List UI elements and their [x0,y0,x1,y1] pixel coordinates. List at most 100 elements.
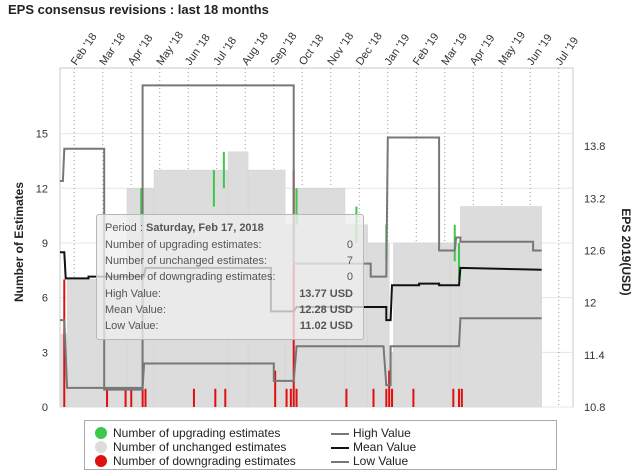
upgrading-bar [212,170,215,207]
downgrading-bar [295,388,298,407]
downgrading-bar [192,388,195,407]
legend-upgrading-label[interactable]: Number of upgrading estimates [113,426,281,440]
legend-high-swatch [331,433,349,435]
y-left-tick-label: 9 [42,238,48,250]
tooltip-row-mean: Mean Value: 12.28 USD [105,304,353,318]
x-tick-label: Jun '19 [525,32,555,68]
unchanged-bar [367,242,390,408]
downgrading-bar [285,388,288,407]
tooltip-value: 13.77 USD [299,288,353,300]
downgrading-bar [130,388,133,407]
tooltip-label: Number of unchanged estimates: [105,255,268,267]
y-left-tick-label: 0 [42,402,48,414]
y-right-tick-label: 13.2 [584,193,605,205]
tooltip-row-unchanged: Number of unchanged estimates: 7 [105,255,353,269]
legend-upgrading-swatch [95,427,107,439]
downgrading-bar [144,388,147,407]
tooltip-period: Period : Saturday, Feb 17, 2018 [105,222,264,234]
tooltip-value: 0 [346,239,353,251]
tooltip-row-downgrading: Number of downgrading estimates: 0 [105,271,353,285]
x-tick-label: Jan '19 [382,32,412,68]
y-right-tick-label: 12.6 [584,246,605,258]
tooltip-value: 0 [346,271,353,283]
upgrading-bar [140,188,143,225]
tooltip-value: 11.02 USD [299,320,353,332]
tooltip-label: Number of upgrading estimates: [105,239,262,251]
x-tick-label: Jul '19 [553,35,581,68]
y-axis-right-label: EPS 2019(USD) [619,208,633,295]
tooltip-label: Low Value: [105,320,159,332]
legend-unchanged-label[interactable]: Number of unchanged estimates [113,440,287,454]
y-axis-left-label: Number of Estimates [12,182,26,302]
x-tick-label: Dec '18 [354,31,385,68]
downgrading-bar [372,388,375,407]
legend-downgrading-label[interactable]: Number of downgrading estimates [113,454,296,468]
y-right-tick-label: 11.4 [584,350,605,362]
y-right-tick-label: 10.8 [584,402,605,414]
downgrading-bar [106,388,109,407]
x-tick-label: Feb '19 [411,31,442,68]
downgrading-bar [345,388,348,407]
downgrading-bar [385,388,388,407]
tooltip-value: 12.28 USD [299,304,353,316]
downgrading-bar [124,388,127,407]
x-tick-label: May '18 [154,30,186,68]
legend-mean-label[interactable]: Mean Value [353,440,417,454]
x-tick-label: Sep '18 [268,31,299,68]
x-tick-label: Aug '18 [240,31,271,68]
y-right-tick-label: 12 [584,298,596,310]
downgrading-bar [274,370,277,407]
downgrading-bar [458,388,460,407]
y-right-tick-label: 13.8 [584,141,605,153]
downgrading-bar [214,388,217,407]
downgrading-bar [391,388,394,407]
tooltip-row-low: Low Value: 11.02 USD [105,320,353,334]
upgrading-bar [295,188,298,225]
tooltip-label: Number of downgrading estimates: [105,271,276,283]
legend-low-label[interactable]: Low Value [353,454,409,468]
downgrading-bar [452,388,455,407]
y-left-tick-label: 3 [42,347,48,359]
x-tick-label: Apr '19 [468,33,498,68]
x-tick-label: Mar '19 [439,31,470,68]
x-tick-label: Feb '18 [69,31,100,68]
y-left-tick-label: 12 [36,183,48,195]
tooltip-value: 7 [346,255,353,267]
downgrading-bar [388,370,391,407]
y-left-tick-label: 6 [42,293,48,305]
legend-unchanged-swatch [95,441,107,453]
legend: Number of upgrading estimates Number of … [84,420,557,470]
x-tick-label: Mar '18 [97,31,128,68]
tooltip-label: High Value: [105,288,162,300]
x-tick-label: Apr '18 [126,33,156,68]
downgrading-bar [141,388,144,407]
tooltip-row-upgrading: Number of upgrading estimates: 0 [105,239,353,253]
legend-downgrading-swatch [95,455,107,467]
x-tick-label: Oct '18 [297,33,327,68]
chart-title: EPS consensus revisions : last 18 months [8,2,269,17]
tooltip-period-value: Saturday, Feb 17, 2018 [145,222,264,234]
downgrading-bar [412,388,415,407]
y-left-ticks: 0 3 6 9 12 15 [36,129,48,414]
x-tick-label: Jul '18 [211,35,239,68]
tooltip: Period : Saturday, Feb 17, 2018 Number o… [96,214,364,340]
upgrading-bar [222,151,225,189]
tooltip-row-high: High Value: 13.77 USD [105,288,353,302]
downgrading-bar [460,388,463,407]
legend-mean-swatch [331,447,349,449]
x-tick-label: Jun '18 [183,32,213,68]
unchanged-bar [460,206,542,408]
tooltip-label: Mean Value: [105,304,166,316]
downgrading-bar [289,388,292,407]
y-right-ticks: 10.8 11.4 12 12.6 13.2 13.8 [584,141,605,414]
upgrading-bar [458,242,460,280]
legend-high-label[interactable]: High Value [353,426,411,440]
unchanged-bar [393,242,451,408]
downgrading-bar [224,388,227,407]
tooltip-period-label: Period : [105,222,143,234]
y-left-tick-label: 15 [36,129,48,141]
x-tick-label: May '19 [496,30,528,68]
low-value-line [60,317,542,389]
legend-low-swatch [331,461,349,463]
